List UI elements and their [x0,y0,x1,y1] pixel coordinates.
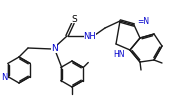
Text: S: S [71,15,77,24]
Text: HN: HN [113,50,125,58]
Text: N: N [51,44,57,53]
Text: N: N [2,73,8,82]
Text: =N: =N [137,18,149,27]
Text: NH: NH [84,32,96,41]
